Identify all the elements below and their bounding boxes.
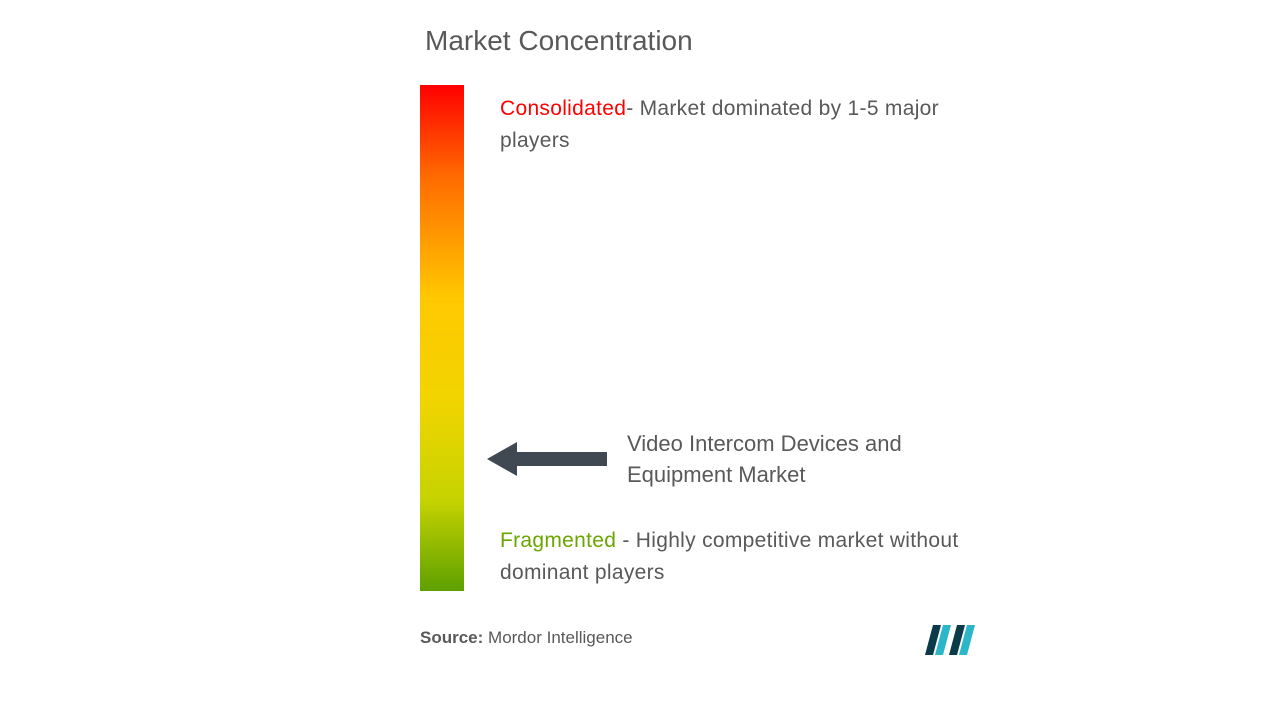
fragmented-term: Fragmented xyxy=(500,529,616,552)
market-position-label: Video Intercom Devices and Equipment Mar… xyxy=(627,429,957,491)
marker-arrow-icon xyxy=(487,442,607,476)
concentration-gradient-bar xyxy=(420,85,464,591)
mordor-logo-icon xyxy=(925,625,977,655)
infographic-canvas: Market Concentration Consolidated- Marke… xyxy=(0,0,1280,720)
consolidated-term: Consolidated xyxy=(500,97,626,120)
source-label: Source: xyxy=(420,628,483,647)
fragmented-label: Fragmented - Highly competitive market w… xyxy=(500,525,970,588)
source-attribution: Source: Mordor Intelligence xyxy=(420,628,633,648)
consolidated-label: Consolidated- Market dominated by 1-5 ma… xyxy=(500,93,970,156)
chart-title: Market Concentration xyxy=(425,25,693,57)
source-value: Mordor Intelligence xyxy=(488,628,633,647)
